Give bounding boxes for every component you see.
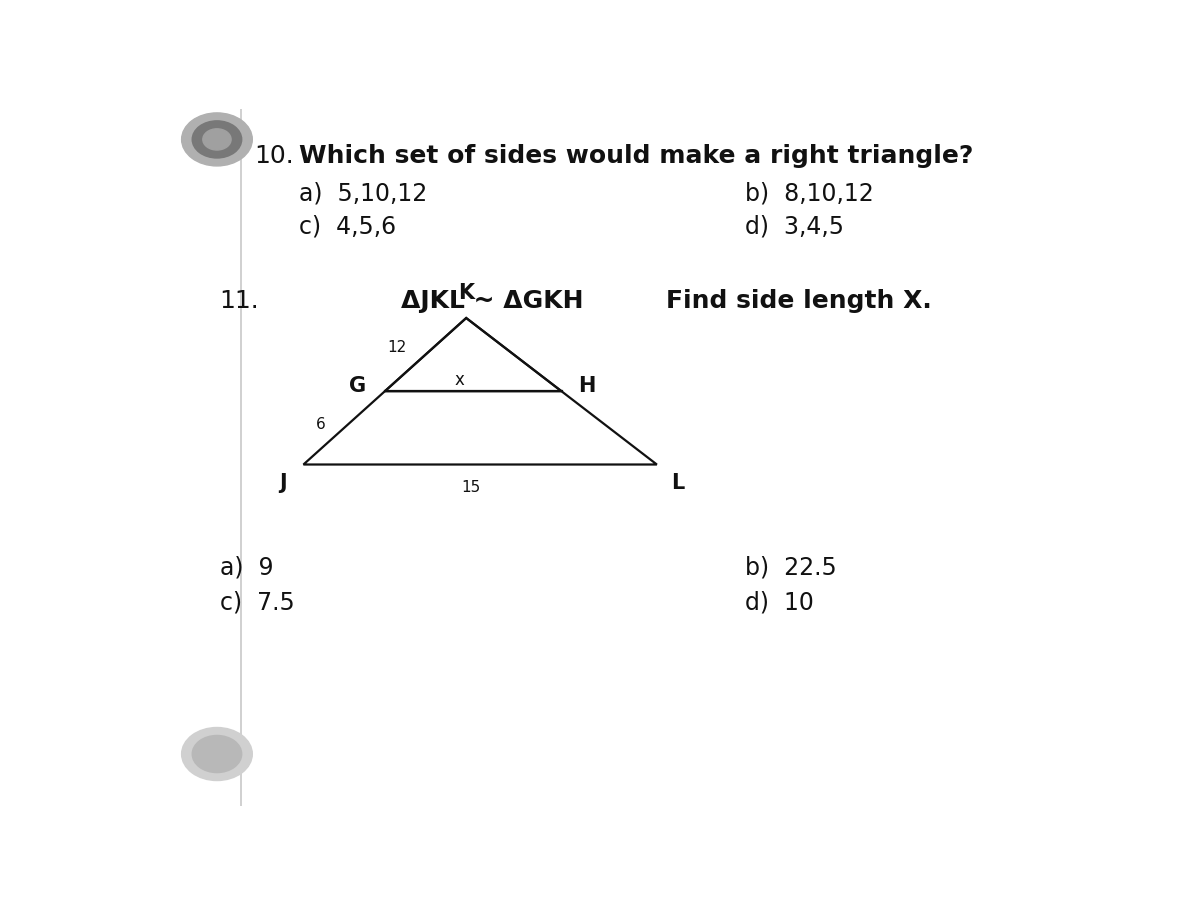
Circle shape (203, 129, 232, 150)
Text: 11.: 11. (220, 289, 259, 313)
Text: x: x (455, 371, 464, 389)
Text: 12: 12 (388, 340, 407, 355)
Circle shape (192, 120, 241, 158)
Text: 15: 15 (461, 480, 480, 495)
Text: b)  22.5: b) 22.5 (745, 555, 836, 579)
Text: L: L (671, 473, 684, 493)
Text: ΔJKL ~ ΔGKH: ΔJKL ~ ΔGKH (401, 289, 583, 313)
Text: G: G (349, 376, 366, 396)
Text: a)  5,10,12: a) 5,10,12 (299, 182, 427, 206)
Text: b)  8,10,12: b) 8,10,12 (745, 182, 874, 206)
Text: c)  7.5: c) 7.5 (220, 590, 294, 614)
Text: 6: 6 (316, 417, 325, 432)
Text: Which set of sides would make a right triangle?: Which set of sides would make a right tr… (299, 144, 973, 168)
Circle shape (181, 113, 252, 166)
Text: H: H (578, 376, 595, 396)
Text: 10.: 10. (254, 144, 294, 168)
Text: c)  4,5,6: c) 4,5,6 (299, 215, 396, 239)
Circle shape (181, 728, 252, 781)
Circle shape (192, 736, 241, 773)
Text: a)  9: a) 9 (220, 555, 274, 579)
Text: d)  10: d) 10 (745, 590, 814, 614)
Text: J: J (280, 473, 287, 493)
Text: d)  3,4,5: d) 3,4,5 (745, 215, 845, 239)
Text: K: K (458, 283, 474, 303)
Text: Find side length X.: Find side length X. (666, 289, 932, 313)
